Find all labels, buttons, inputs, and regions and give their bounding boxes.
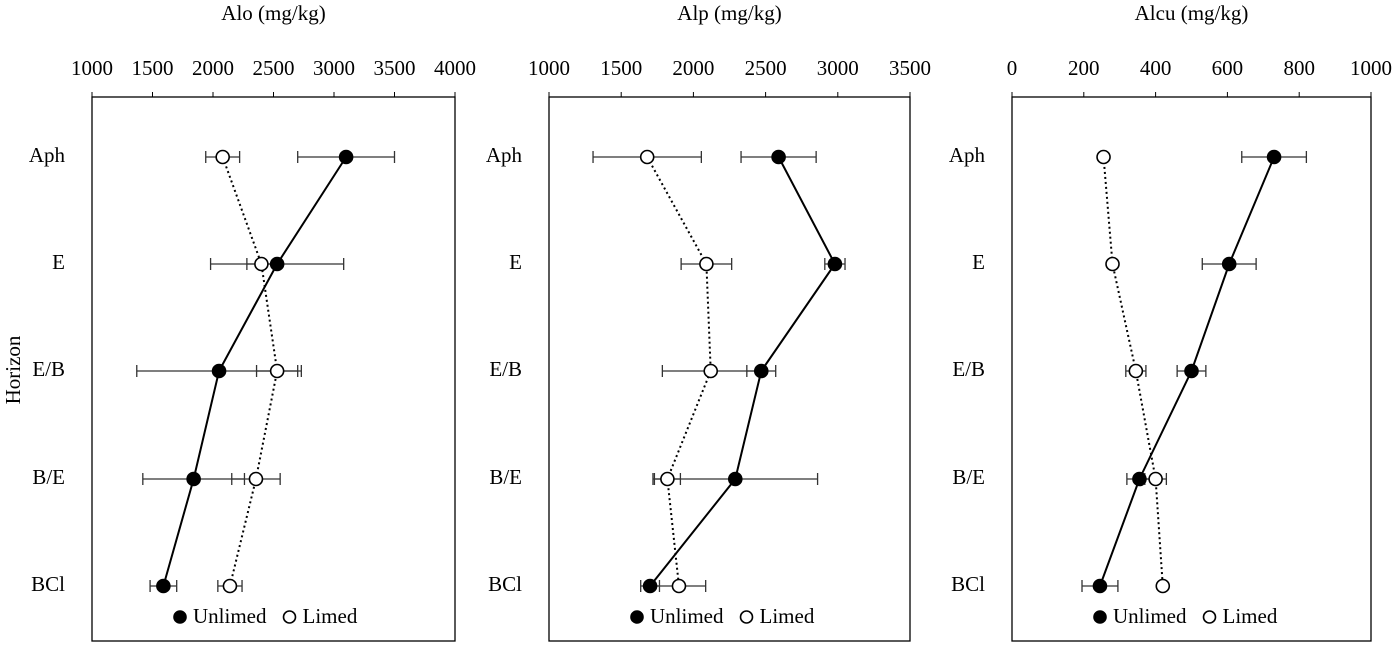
x-tick-label: 400 [1140,56,1172,80]
data-point [211,363,227,379]
legend-label: Unlimed [650,604,724,628]
data-point [338,149,354,165]
x-axis-title: Alo (mg/kg) [221,1,325,25]
x-tick-label: 3500 [889,56,931,80]
x-tick-label: 3000 [313,56,355,80]
legend-marker [630,610,644,624]
legend-marker [282,610,297,624]
data-point [1096,149,1111,165]
y-tick-label: BCl [31,572,65,596]
y-tick-label: E [972,250,985,274]
data-point [703,363,719,379]
data-point [671,578,687,594]
data-point [248,471,264,487]
data-point [269,256,285,272]
y-tick-label: E/B [32,357,65,381]
x-tick-label: 2000 [192,56,234,80]
legend-label: Unlimed [1113,604,1187,628]
x-tick-label: 1000 [1350,56,1392,80]
y-tick-label: BCl [951,572,985,596]
y-tick-label: E/B [952,357,985,381]
y-tick-label: B/E [32,465,65,489]
data-point [699,256,714,272]
data-point [222,578,238,594]
x-tick-label: 4000 [434,56,476,80]
data-point [186,471,201,487]
x-tick-label: 1000 [71,56,113,80]
y-tick-label: Aph [29,143,66,167]
x-tick-label: 1500 [600,56,642,80]
data-point [827,256,843,272]
plot-frame [548,96,911,642]
data-point [1184,363,1199,379]
x-tick-label: 2000 [672,56,714,80]
x-tick-label: 1000 [528,56,570,80]
x-tick-label: 600 [1212,56,1244,80]
x-tick-label: 2500 [253,56,295,80]
data-point [1092,578,1108,594]
y-tick-label: E [52,250,65,274]
data-point [727,471,743,487]
series-line [646,156,712,587]
data-point [1132,471,1147,487]
legend-marker [1202,610,1217,624]
y-tick-label: E/B [489,357,522,381]
y-tick-label: Aph [949,143,986,167]
y-axis-title: Horizon [1,335,25,404]
data-point [642,578,658,594]
x-tick-label: 800 [1283,56,1315,80]
data-point [269,363,285,379]
legend-label: Limed [1223,604,1278,628]
x-tick-label: 200 [1068,56,1100,80]
data-point [1148,471,1163,487]
x-tick-label: 3500 [374,56,416,80]
x-tick-label: 0 [1007,56,1018,80]
legend-label: Limed [760,604,815,628]
data-point [771,149,786,165]
data-point [1266,149,1282,165]
x-tick-label: 1500 [132,56,174,80]
x-tick-label: 3000 [817,56,859,80]
x-axis-title: Alcu (mg/kg) [1135,1,1249,25]
x-tick-label: 2500 [745,56,787,80]
data-point [1221,256,1237,272]
legend-marker [1093,610,1107,624]
y-tick-label: B/E [952,465,985,489]
data-point [1155,578,1171,594]
data-point [215,149,230,165]
legend-marker [739,610,754,624]
data-point [1128,363,1144,379]
y-tick-label: B/E [489,465,522,489]
data-point [660,471,675,487]
data-point [254,256,269,272]
data-point [1105,256,1120,272]
x-axis-title: Alp (mg/kg) [677,1,781,25]
data-point [639,149,655,165]
legend-marker [173,610,187,624]
data-point [753,363,769,379]
y-tick-label: Aph [486,143,523,167]
data-point [156,578,171,594]
legend-label: Limed [303,604,358,628]
y-tick-label: E [509,250,522,274]
y-tick-label: BCl [488,572,522,596]
plot-frame [1011,96,1372,642]
legend-label: Unlimed [193,604,267,628]
